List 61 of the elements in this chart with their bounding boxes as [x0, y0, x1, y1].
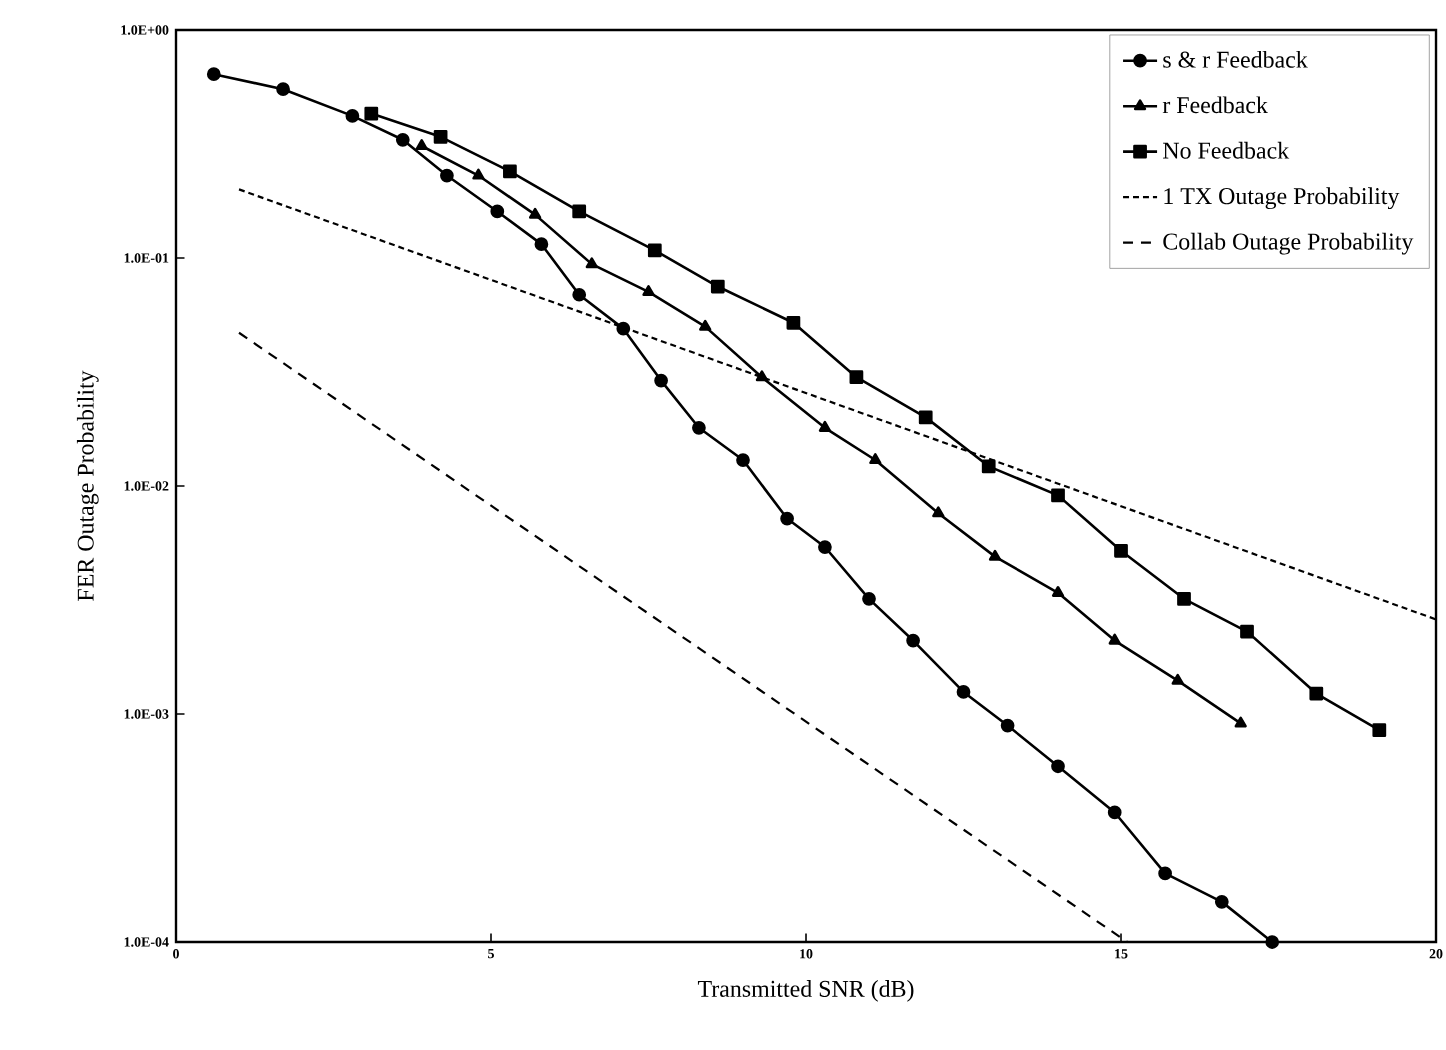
- point: [276, 82, 290, 97]
- point: [1051, 759, 1065, 774]
- point: [1234, 716, 1247, 728]
- legend-label: No Feedback: [1163, 141, 1290, 159]
- point: [956, 685, 971, 699]
- point: [1214, 894, 1229, 909]
- point: [1372, 723, 1387, 737]
- point: [1177, 591, 1191, 606]
- point: [1108, 633, 1121, 645]
- point: [906, 633, 920, 648]
- point: [534, 237, 549, 252]
- legend-label: 1 TX Outage Probability: [1164, 187, 1400, 210]
- point: [1171, 673, 1184, 685]
- point: [1158, 866, 1172, 881]
- point: [786, 315, 801, 330]
- point: [1114, 543, 1128, 558]
- y-axis-title: FER Outage Probability: [76, 370, 99, 601]
- point: [1051, 488, 1065, 503]
- point: [345, 109, 360, 123]
- point: [440, 168, 454, 183]
- point: [818, 420, 832, 432]
- point: [572, 204, 587, 219]
- point: [710, 279, 725, 294]
- point: [433, 129, 448, 144]
- point: [932, 506, 945, 518]
- point: [647, 243, 662, 258]
- point: [1000, 718, 1015, 733]
- point: [206, 67, 221, 82]
- legend-label: Collab Outage Probability: [1163, 232, 1414, 255]
- point: [1240, 624, 1254, 639]
- point: [981, 459, 996, 474]
- point: [616, 321, 631, 336]
- point: [918, 410, 933, 425]
- point: [780, 511, 794, 526]
- point: [490, 204, 505, 219]
- point: [1309, 686, 1324, 701]
- legend-label: r Feedback: [1162, 96, 1268, 114]
- point: [1051, 585, 1065, 597]
- point: [818, 540, 832, 554]
- point: [699, 319, 712, 331]
- point: [869, 453, 882, 465]
- point: [736, 453, 750, 467]
- point: [988, 549, 1002, 561]
- point: [364, 106, 379, 121]
- point: [849, 370, 864, 385]
- point: [415, 139, 428, 151]
- point: [585, 257, 598, 269]
- point: [395, 132, 410, 147]
- point: [755, 370, 769, 382]
- point: [1107, 805, 1122, 820]
- point: [528, 207, 542, 219]
- point: [572, 287, 587, 302]
- point: [503, 164, 517, 179]
- point: [692, 420, 706, 435]
- point: [862, 591, 876, 606]
- point: [642, 285, 655, 297]
- point: [1265, 935, 1280, 949]
- x-axis-title: Transmitted SNR (dB): [697, 980, 914, 1002]
- legend-label: s & r Feedback: [1163, 50, 1308, 68]
- point: [654, 373, 668, 388]
- point: [472, 168, 485, 180]
